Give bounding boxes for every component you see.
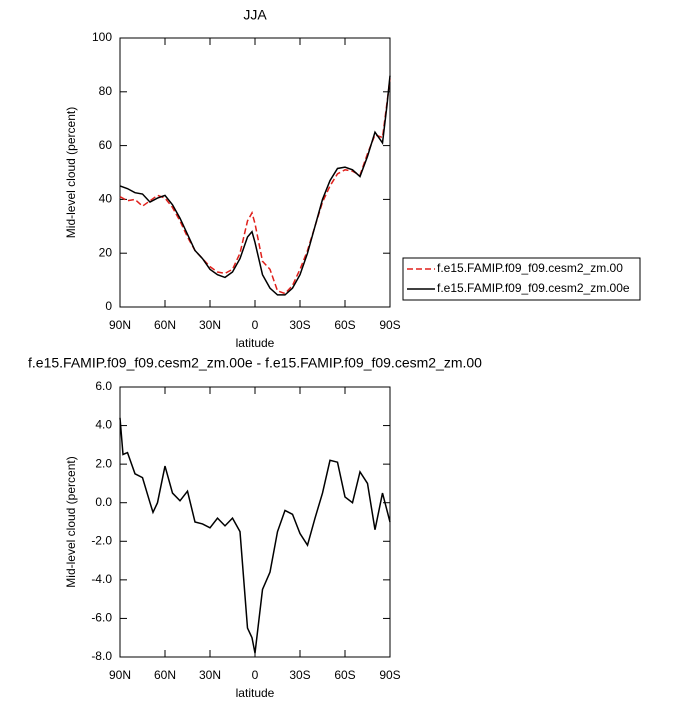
y-tick-label: 4.0 [95, 418, 112, 432]
x-tick-label: 30S [289, 318, 310, 332]
y-axis-label: Mid-level cloud (percent) [64, 456, 78, 587]
chart-title: JJA [243, 7, 267, 23]
legend-label: f.e15.FAMIP.f09_f09.cesm2_zm.00e [437, 281, 630, 295]
y-tick-label: -8.0 [91, 649, 112, 663]
x-tick-label: 30S [289, 668, 310, 682]
y-axis-label: Mid-level cloud (percent) [64, 107, 78, 238]
x-tick-label: 0 [252, 318, 259, 332]
legend-label: f.e15.FAMIP.f09_f09.cesm2_zm.00 [437, 261, 623, 275]
x-tick-label: 90S [379, 318, 400, 332]
plot-frame [119, 37, 391, 308]
y-tick-label: 20 [99, 245, 113, 259]
y-tick-label: 2.0 [95, 456, 112, 470]
y-tick-label: 6.0 [95, 379, 112, 393]
y-tick-label: 40 [99, 192, 113, 206]
y-tick-label: -4.0 [91, 572, 112, 586]
x-tick-label: 90N [109, 668, 131, 682]
y-tick-label: 80 [99, 84, 113, 98]
y-tick-label: -6.0 [91, 611, 112, 625]
data-line [119, 417, 391, 654]
x-tick-label: 30N [199, 318, 221, 332]
x-tick-label: 60N [154, 668, 176, 682]
y-tick-label: 0 [105, 299, 112, 313]
y-tick-label: 100 [92, 30, 112, 44]
data-line [119, 75, 391, 296]
y-tick-label: 60 [99, 138, 113, 152]
y-tick-label: 0.0 [95, 495, 112, 509]
x-tick-label: 90N [109, 318, 131, 332]
x-tick-label: 30N [199, 668, 221, 682]
y-tick-label: -2.0 [91, 533, 112, 547]
x-tick-label: 60S [334, 668, 355, 682]
data-line [119, 78, 391, 295]
x-tick-label: 60N [154, 318, 176, 332]
legend-box [402, 257, 641, 301]
x-tick-label: 0 [252, 668, 259, 682]
x-tick-label: 60S [334, 318, 355, 332]
chart-title: f.e15.FAMIP.f09_f09.cesm2_zm.00e - f.e15… [28, 355, 482, 371]
x-tick-label: 90S [379, 668, 400, 682]
plot-frame [119, 386, 391, 658]
x-axis-label: latitude [236, 686, 275, 700]
x-axis-label: latitude [236, 336, 275, 350]
